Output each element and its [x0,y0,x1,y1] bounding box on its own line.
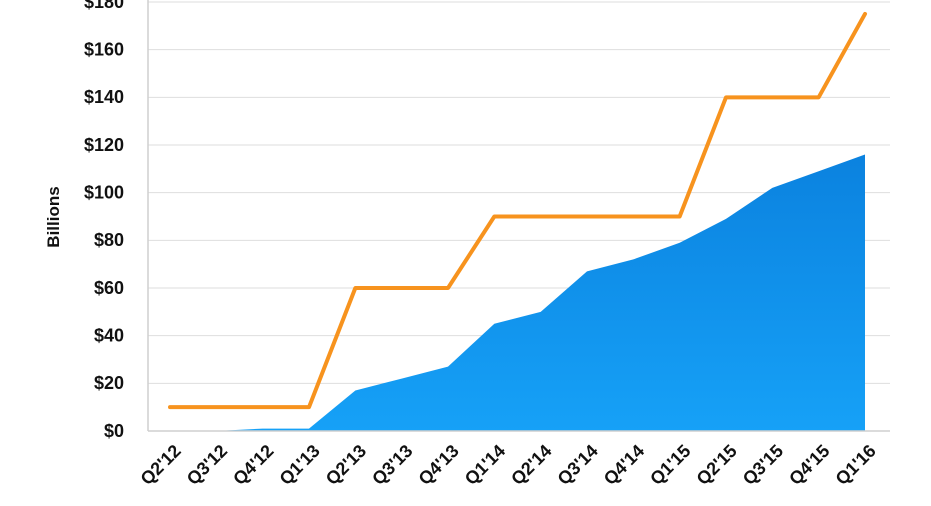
x-tick-label: Q3'14 [554,441,602,489]
x-tick-label: Q2'12 [137,441,185,489]
x-tick-label: Q1'13 [276,441,324,489]
x-tick-label: Q2'15 [693,441,741,489]
y-tick-label: $160 [84,39,124,59]
x-tick-label: Q4'13 [415,441,463,489]
y-tick-label: $120 [84,135,124,155]
x-tick-label: Q4'14 [600,441,648,489]
x-tick-label: Q2'14 [507,441,555,489]
y-tick-label: $80 [94,230,124,250]
series-layer [168,11,867,432]
x-tick-label: Q1'14 [461,441,509,489]
x-tick-label: Q3'13 [368,441,416,489]
y-tick-label: $180 [84,0,124,12]
y-tick-label: $40 [94,325,124,345]
area-series-0 [170,154,865,432]
x-tick-label: Q4'12 [229,441,277,489]
y-axis-title: Billions [44,186,63,247]
x-tick-label: Q3'12 [183,441,231,489]
x-tick-label: Q2'13 [322,441,370,489]
y-tick-label: $100 [84,182,124,202]
x-tick-label: Q1'15 [646,441,694,489]
y-tick-label: $0 [104,421,124,441]
y-tick-label: $60 [94,278,124,298]
y-tick-label: $140 [84,87,124,107]
gridlines [148,1,890,384]
x-tick-label: Q1'16 [832,441,880,489]
x-tick-label: Q3'15 [739,441,787,489]
line-series-1 [168,11,867,410]
x-tick-label: Q4'15 [785,441,833,489]
y-tick-label: $20 [94,373,124,393]
axes [147,0,890,432]
